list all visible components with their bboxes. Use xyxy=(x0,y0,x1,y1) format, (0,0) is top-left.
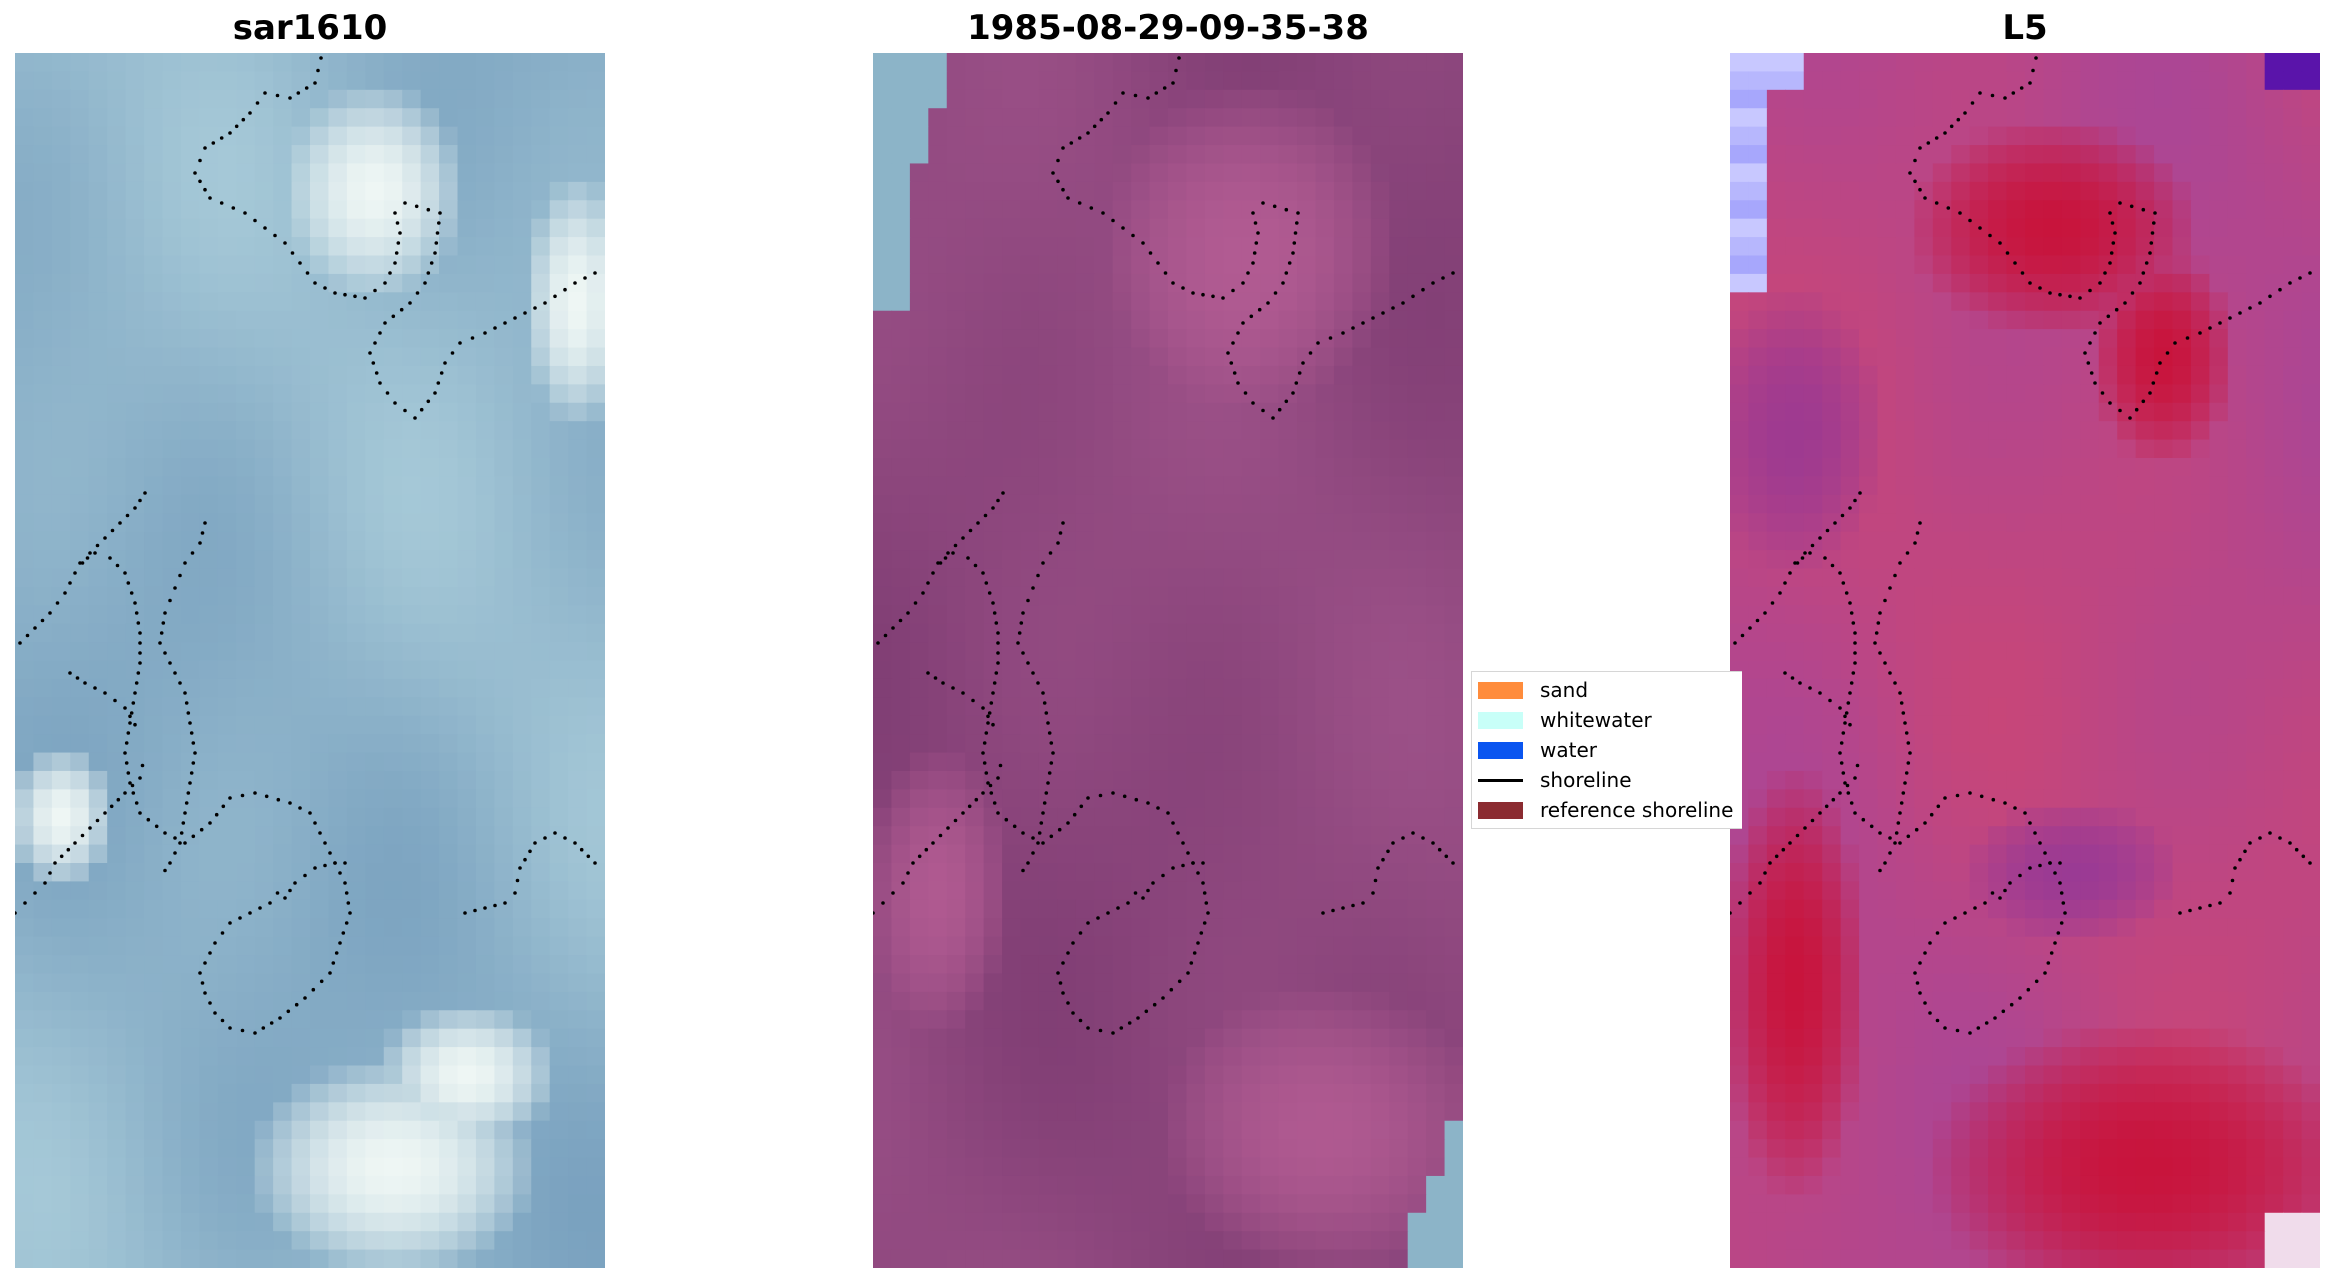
legend: sand whitewater water shoreline referenc… xyxy=(1471,671,1742,829)
panel-title-l5: L5 xyxy=(2002,8,2048,48)
shoreline-dots xyxy=(1730,56,2312,1035)
legend-label: water xyxy=(1540,738,1597,762)
legend-label: reference shoreline xyxy=(1540,798,1734,822)
water-swatch xyxy=(1478,741,1523,759)
reference-shoreline-swatch xyxy=(1478,801,1523,819)
legend-item-whitewater: whitewater xyxy=(1478,707,1652,733)
legend-item-shoreline: shoreline xyxy=(1478,767,1632,793)
raster-pixels xyxy=(15,53,605,1268)
legend-label: whitewater xyxy=(1540,708,1652,732)
classified-image xyxy=(1730,53,2320,1268)
raster-pixels xyxy=(873,53,1463,1268)
legend-item-sand: sand xyxy=(1478,677,1588,703)
legend-item-reference-shoreline: reference shoreline xyxy=(1478,797,1733,823)
panel-title-date: 1985-08-29-09-35-38 xyxy=(967,8,1369,48)
index-image xyxy=(873,53,1463,1268)
legend-label: shoreline xyxy=(1540,768,1632,792)
shoreline-dots xyxy=(873,56,1455,1035)
shoreline-line xyxy=(1478,778,1523,782)
classified-image-panel xyxy=(1730,53,2320,1268)
whitewater-swatch xyxy=(1478,711,1523,729)
shoreline-dots xyxy=(15,56,597,1035)
index-image-panel xyxy=(873,53,1463,1268)
legend-label: sand xyxy=(1540,678,1589,702)
raster-pixels xyxy=(1730,53,2320,1268)
rgb-image xyxy=(15,53,605,1268)
legend-item-water: water xyxy=(1478,737,1597,763)
rgb-image-panel xyxy=(15,53,605,1268)
sand-swatch xyxy=(1478,681,1523,699)
panel-title-sar1610: sar1610 xyxy=(232,8,388,48)
